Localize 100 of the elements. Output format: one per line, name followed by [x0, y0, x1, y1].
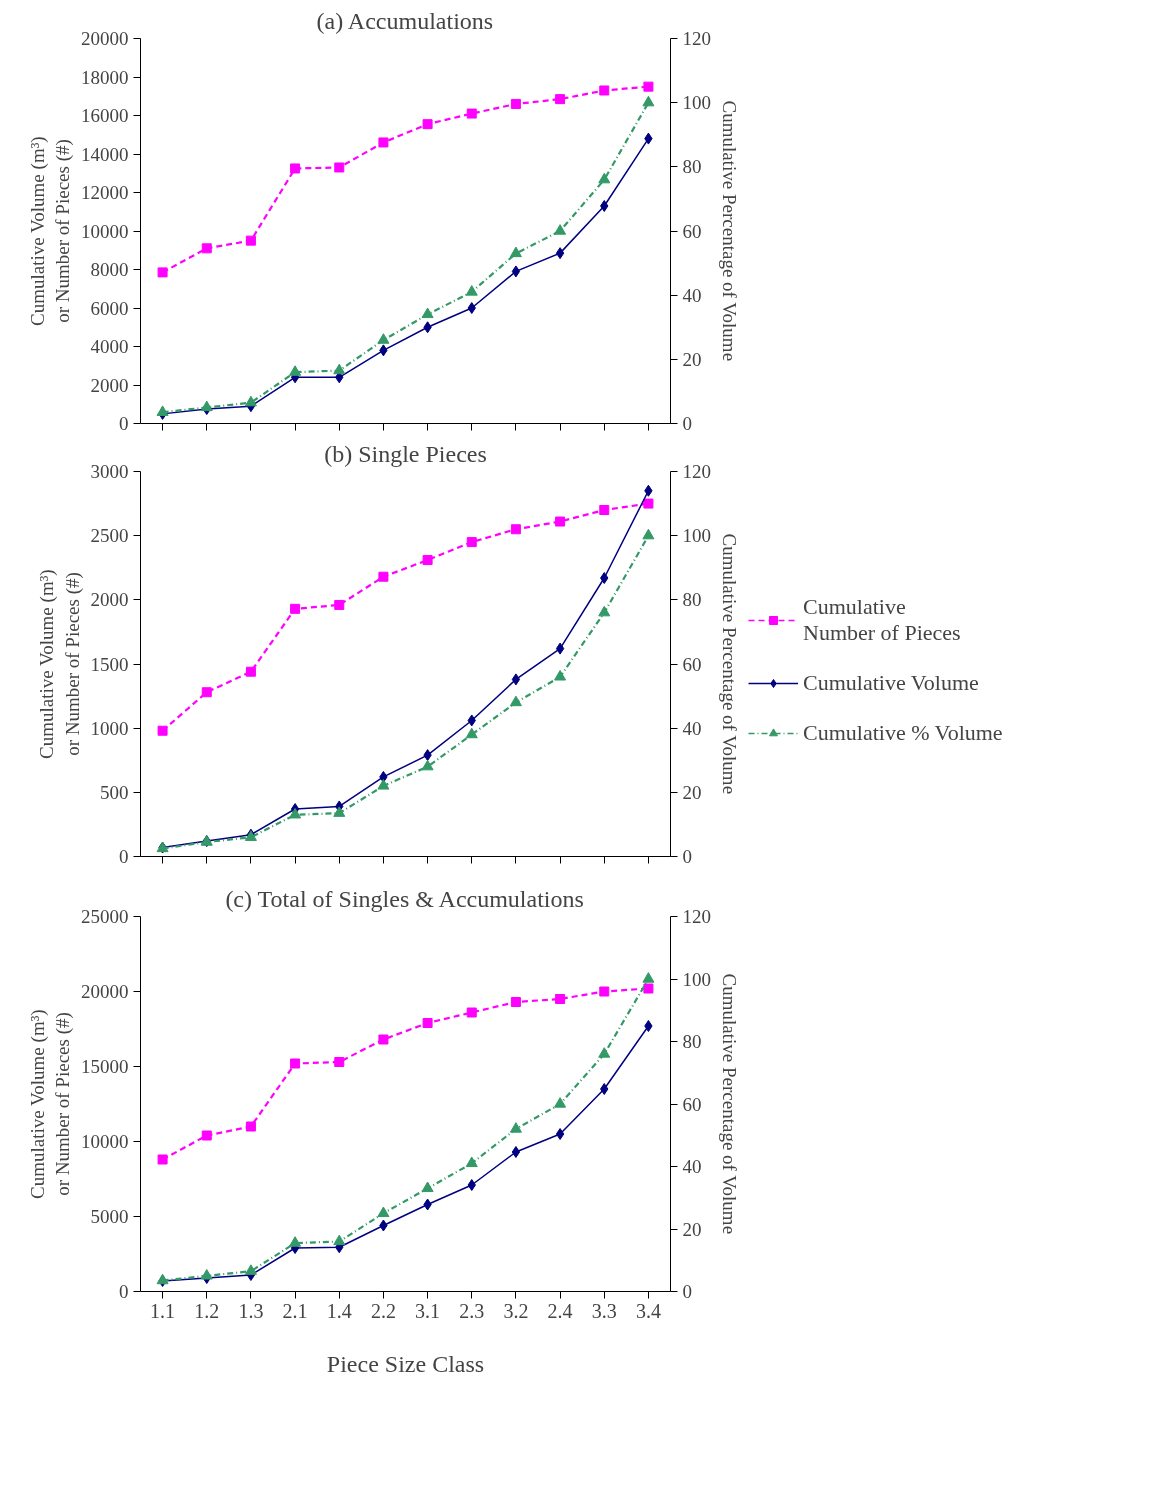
y-tick-label: 0	[119, 1281, 129, 1302]
y2-tick-label: 100	[682, 968, 711, 990]
point	[201, 687, 212, 698]
y-tick-label: 15000	[81, 1056, 129, 1077]
x-axis-title: Piece Size Class	[326, 1350, 485, 1377]
y-tick-label: 25000	[81, 906, 129, 927]
y-tick-label: 2500	[90, 525, 129, 547]
point	[156, 405, 169, 416]
point	[644, 1020, 653, 1032]
point	[201, 243, 212, 254]
y-tick-label: 2000	[90, 374, 129, 396]
x-tick-label: 2.3	[459, 1299, 485, 1322]
point	[642, 972, 655, 983]
y2-tick-label: 60	[682, 1093, 702, 1115]
y2-tick-label: 80	[682, 156, 702, 178]
point	[466, 537, 477, 548]
point	[598, 172, 611, 184]
point	[245, 666, 256, 677]
y-axis-title: Cumulative Volume (m³) or Number of Pieces (#)	[26, 136, 74, 327]
y-tick-label: 5000	[90, 1206, 129, 1227]
point	[555, 642, 565, 655]
x-tick-label: 1.4	[326, 1299, 352, 1322]
point	[377, 333, 390, 344]
point	[466, 1007, 477, 1018]
point	[289, 807, 302, 819]
chart-title: (c) Total of Singles & Accumulations	[225, 885, 584, 912]
legend-label: Cumulative % Volume	[803, 719, 1003, 746]
point	[334, 162, 345, 173]
y2-axis-title: Cumulative Percentage of Volume	[719, 533, 740, 795]
y2-tick-label: 100	[682, 525, 711, 547]
point	[290, 1058, 301, 1069]
y2-tick-label: 40	[682, 284, 702, 306]
point	[555, 247, 565, 260]
y2-tick-label: 80	[682, 589, 702, 611]
point	[377, 1206, 390, 1218]
point	[421, 307, 434, 319]
point	[509, 246, 522, 258]
y2-tick-label: 80	[682, 1031, 702, 1052]
x-tick-label: 3.4	[635, 1299, 661, 1322]
y2-tick-label: 40	[682, 717, 702, 739]
y-tick-label: 18000	[81, 66, 129, 88]
y-tick-label: 0	[119, 413, 129, 434]
point	[465, 727, 478, 739]
point	[378, 1034, 389, 1045]
point	[643, 81, 654, 92]
point	[510, 524, 521, 535]
y-tick-label: 20000	[81, 981, 129, 1002]
point	[599, 986, 610, 997]
y-tick-label: 500	[100, 781, 129, 803]
y-tick-label: 3000	[90, 461, 129, 482]
y-tick-label: 12000	[81, 182, 129, 203]
point	[642, 528, 655, 540]
point	[467, 302, 476, 314]
y2-axis-title: Cumulative Percentage of Volume	[719, 100, 740, 362]
x-tick-label: 3.1	[415, 1299, 441, 1322]
y-tick-label: 20000	[81, 28, 129, 49]
point	[555, 994, 566, 1004]
point	[555, 1128, 565, 1140]
point	[200, 1269, 213, 1280]
y-tick-label: 10000	[81, 220, 129, 242]
y2-tick-label: 20	[682, 781, 702, 803]
chart-title: (b) Single Pieces	[324, 440, 487, 467]
point	[422, 119, 433, 130]
point	[422, 1018, 433, 1028]
point	[509, 1122, 522, 1133]
point	[643, 983, 654, 994]
point	[511, 673, 521, 686]
y-tick-label: 6000	[90, 297, 129, 319]
point	[157, 1154, 168, 1165]
y2-axis-title: Cumulative Percentage of Volume	[719, 973, 740, 1235]
point	[599, 85, 610, 96]
y2-tick-label: 120	[682, 461, 711, 482]
point	[333, 1234, 346, 1246]
point	[290, 603, 301, 614]
y2-tick-label: 0	[682, 413, 692, 434]
point	[643, 498, 654, 509]
point	[157, 725, 168, 736]
y-tick-label: 14000	[81, 143, 129, 165]
point	[378, 571, 389, 582]
point	[509, 695, 522, 707]
point	[245, 235, 256, 246]
point	[467, 1179, 476, 1191]
point	[289, 365, 302, 376]
y-tick-label: 2000	[90, 589, 129, 611]
point	[244, 395, 257, 407]
y-tick-label: 10000	[81, 1131, 129, 1152]
point	[334, 1057, 345, 1067]
x-tick-label: 1.3	[238, 1299, 264, 1322]
point	[465, 1156, 478, 1168]
point	[421, 1181, 434, 1193]
y-axis-title: Cumulative Volume (m³) or Number of Pieces (#)	[26, 1009, 74, 1200]
x-tick-label: 3.2	[503, 1299, 529, 1322]
y-tick-label: 8000	[90, 259, 129, 280]
point	[201, 1130, 212, 1141]
y2-tick-label: 20	[682, 1218, 702, 1240]
chart-title: (a) Accumulations	[316, 7, 494, 34]
point	[599, 505, 610, 515]
point	[333, 806, 346, 817]
point	[377, 779, 390, 790]
point	[555, 94, 566, 105]
